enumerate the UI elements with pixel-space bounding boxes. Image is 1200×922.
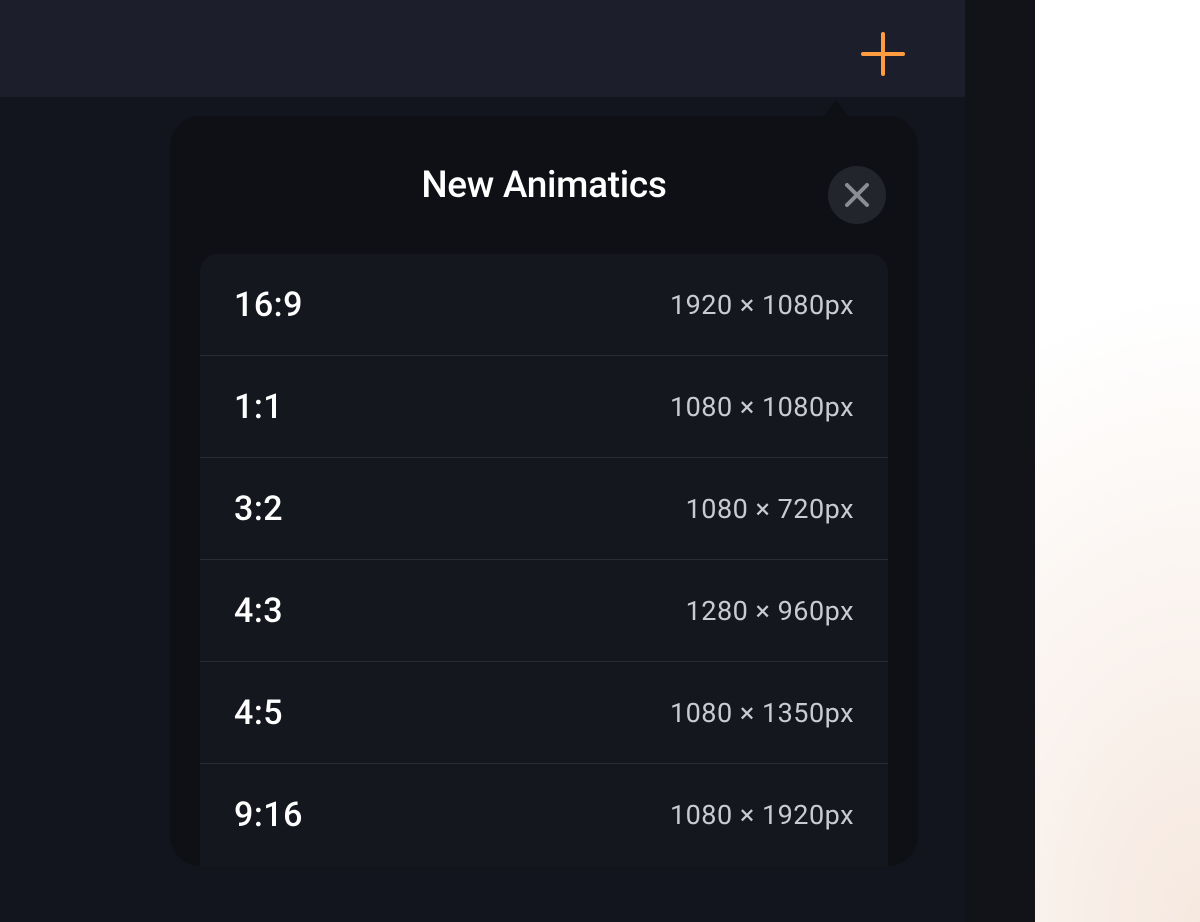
option-ratio-label: 16:9	[234, 285, 303, 325]
option-ratio-label: 3:2	[234, 489, 283, 529]
option-dimensions-label: 1280 × 960px	[686, 595, 854, 627]
app-area: New Animatics 16:9 1920 × 1080px 1:1 108…	[0, 0, 965, 922]
option-dimensions-label: 1080 × 1920px	[670, 799, 854, 831]
aspect-ratio-option[interactable]: 16:9 1920 × 1080px	[200, 254, 888, 356]
popover-header: New Animatics	[170, 116, 918, 254]
close-icon	[844, 182, 870, 208]
aspect-ratio-list: 16:9 1920 × 1080px 1:1 1080 × 1080px 3:2…	[200, 254, 888, 866]
aspect-ratio-option[interactable]: 9:16 1080 × 1920px	[200, 764, 888, 866]
option-ratio-label: 1:1	[234, 387, 283, 427]
add-button[interactable]	[859, 30, 907, 78]
aspect-ratio-option[interactable]: 3:2 1080 × 720px	[200, 458, 888, 560]
top-bar	[0, 0, 965, 97]
aspect-ratio-option[interactable]: 4:3 1280 × 960px	[200, 560, 888, 662]
popover-title: New Animatics	[421, 164, 666, 207]
new-animatics-popover: New Animatics 16:9 1920 × 1080px 1:1 108…	[170, 116, 918, 866]
aspect-ratio-option[interactable]: 1:1 1080 × 1080px	[200, 356, 888, 458]
option-dimensions-label: 1080 × 1350px	[670, 697, 854, 729]
option-ratio-label: 9:16	[234, 795, 303, 835]
option-ratio-label: 4:3	[234, 591, 283, 631]
option-dimensions-label: 1920 × 1080px	[670, 289, 854, 321]
option-dimensions-label: 1080 × 720px	[686, 493, 854, 525]
side-panel	[965, 0, 1035, 922]
right-background	[1035, 0, 1200, 922]
option-dimensions-label: 1080 × 1080px	[670, 391, 854, 423]
popover-arrow	[822, 100, 850, 118]
aspect-ratio-option[interactable]: 4:5 1080 × 1350px	[200, 662, 888, 764]
close-button[interactable]	[828, 166, 886, 224]
plus-icon	[859, 30, 907, 78]
option-ratio-label: 4:5	[234, 693, 283, 733]
